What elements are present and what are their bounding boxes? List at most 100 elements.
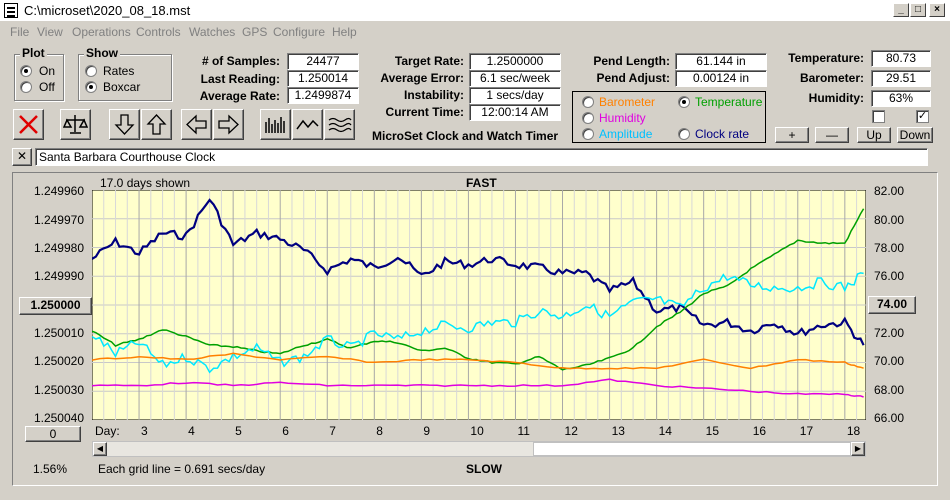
down-button[interactable]: Down bbox=[897, 127, 933, 143]
y-tick-left: 1.249990 bbox=[33, 269, 84, 283]
menu-view[interactable]: View bbox=[37, 25, 63, 39]
x-tick-label: 6 bbox=[282, 424, 289, 438]
temperature-field: 80.73 bbox=[871, 50, 931, 67]
horizontal-scrollbar[interactable]: ◀ ▶ bbox=[92, 441, 866, 457]
grid-note: Each grid line = 0.691 secs/day bbox=[98, 462, 266, 476]
current-time-field: 12:00:14 AM bbox=[469, 104, 561, 121]
samples-label: # of Samples: bbox=[201, 54, 280, 68]
pend-adjust-field: 0.00124 in bbox=[675, 70, 767, 87]
average-error-label: Average Error: bbox=[380, 71, 464, 85]
amplitude-option: Amplitude bbox=[599, 127, 653, 141]
show-boxcar-radio[interactable] bbox=[85, 81, 97, 93]
y-tick-left: 1.250030 bbox=[33, 383, 84, 397]
pend-adjust-label: Pend Adjust: bbox=[596, 71, 670, 85]
temperature-radio[interactable] bbox=[678, 96, 690, 108]
checkbox-1[interactable] bbox=[872, 110, 885, 123]
bars-view-button[interactable] bbox=[260, 109, 291, 140]
clock-name-field[interactable]: Santa Barbara Courthouse Clock bbox=[35, 148, 928, 166]
y-tick-right: 72.00 bbox=[874, 326, 905, 340]
series-lines bbox=[92, 198, 865, 398]
down-arrow-button[interactable] bbox=[109, 109, 140, 140]
y-tick-left: 1.250010 bbox=[33, 326, 84, 340]
x-tick-label: 14 bbox=[658, 424, 672, 438]
wave-view-button[interactable] bbox=[324, 109, 355, 140]
samples-field: 24477 bbox=[287, 53, 359, 70]
left-arrow-button[interactable] bbox=[181, 109, 212, 140]
checkbox-2[interactable]: ✓ bbox=[916, 110, 929, 123]
x-tick-label: 16 bbox=[752, 424, 767, 438]
line-view-button[interactable] bbox=[292, 109, 323, 140]
target-rate-label: Target Rate: bbox=[394, 54, 464, 68]
last-reading-label: Last Reading: bbox=[200, 72, 280, 86]
menu-configure[interactable]: Configure bbox=[273, 25, 326, 39]
arrow-left-icon bbox=[186, 114, 207, 135]
show-rates-label: Rates bbox=[103, 64, 135, 78]
humidity-radio[interactable] bbox=[582, 112, 594, 124]
temperature-label: Temperature: bbox=[788, 51, 864, 65]
y-tick-left: 1.249970 bbox=[33, 213, 84, 227]
x-tick-label: 13 bbox=[611, 424, 625, 438]
right-arrow-button[interactable] bbox=[213, 109, 244, 140]
window-title: C:\microset\2020_08_18.mst bbox=[24, 3, 191, 18]
y-tick-right: 66.00 bbox=[874, 411, 905, 425]
up-arrow-button[interactable] bbox=[141, 109, 172, 140]
close-clock-button[interactable]: ✕ bbox=[12, 148, 32, 166]
zero-button[interactable]: 0 bbox=[25, 426, 81, 442]
x-tick-label: 5 bbox=[235, 424, 242, 438]
arrow-up-icon bbox=[146, 114, 167, 135]
clock-rate-radio[interactable] bbox=[678, 128, 690, 140]
x-tick-label: 8 bbox=[376, 424, 383, 438]
menu-controls[interactable]: Controls bbox=[136, 25, 181, 39]
stop-button[interactable] bbox=[13, 109, 44, 140]
x-tick-label: 3 bbox=[141, 424, 148, 438]
barometer-radio[interactable] bbox=[582, 96, 594, 108]
left-axis-center-button[interactable]: 1.250000 bbox=[19, 297, 92, 315]
plot-off-radio[interactable] bbox=[20, 81, 32, 93]
up-button[interactable]: Up bbox=[857, 127, 891, 143]
current-time-label: Current Time: bbox=[385, 105, 464, 119]
close-window-button[interactable]: × bbox=[929, 3, 945, 17]
percent-label: 1.56% bbox=[33, 462, 68, 476]
chart-frame bbox=[12, 172, 938, 486]
minus-button[interactable]: — bbox=[815, 127, 849, 143]
right-axis-center-button[interactable]: 74.00 bbox=[868, 296, 916, 314]
menu-operations[interactable]: Operations bbox=[72, 25, 131, 39]
series-barometer bbox=[92, 352, 864, 370]
amplitude-radio[interactable] bbox=[582, 128, 594, 140]
x-icon: ✕ bbox=[16, 149, 28, 163]
bar-graph-icon bbox=[265, 117, 285, 133]
instability-label: Instability: bbox=[403, 88, 464, 102]
days-shown-label: 17.0 days shown bbox=[100, 176, 191, 190]
menu-bar: File View Operations Controls Watches GP… bbox=[0, 22, 950, 41]
show-rates-radio[interactable] bbox=[85, 65, 97, 77]
menu-gps[interactable]: GPS bbox=[242, 25, 268, 39]
menu-file[interactable]: File bbox=[10, 25, 30, 39]
menu-watches[interactable]: Watches bbox=[189, 25, 236, 39]
show-group bbox=[78, 54, 172, 101]
y-tick-right: 82.00 bbox=[874, 184, 905, 198]
app-caption: MicroSet Clock and Watch Timer bbox=[372, 129, 559, 143]
scroll-thumb[interactable] bbox=[533, 442, 851, 456]
series-selector bbox=[572, 91, 766, 143]
plot-on-label: On bbox=[39, 64, 56, 78]
minimize-button[interactable]: _ bbox=[893, 3, 909, 17]
maximize-button[interactable]: □ bbox=[910, 3, 926, 17]
title-bar: C:\microset\2020_08_18.mst _ □ × bbox=[0, 0, 950, 22]
pend-length-label: Pend Length: bbox=[593, 54, 670, 68]
x-tick-label: 18 bbox=[846, 424, 861, 438]
scroll-left-button[interactable]: ◀ bbox=[93, 442, 107, 456]
series-amplitude bbox=[92, 272, 864, 374]
x-tick-label: 10 bbox=[470, 424, 484, 438]
balance-button[interactable] bbox=[60, 109, 91, 140]
plot-on-radio[interactable] bbox=[20, 65, 32, 77]
red-x-icon bbox=[19, 115, 38, 134]
menu-help[interactable]: Help bbox=[332, 25, 357, 39]
chart-plot bbox=[92, 190, 866, 420]
barometer-option: Barometer bbox=[599, 95, 656, 109]
scroll-right-button[interactable]: ▶ bbox=[851, 442, 865, 456]
temperature-option: Temperature bbox=[695, 95, 763, 109]
humidity-field: 63% bbox=[871, 90, 931, 107]
x-tick-label: 15 bbox=[705, 424, 720, 438]
plus-button[interactable]: + bbox=[775, 127, 809, 143]
x-tick-label: 12 bbox=[564, 424, 578, 438]
